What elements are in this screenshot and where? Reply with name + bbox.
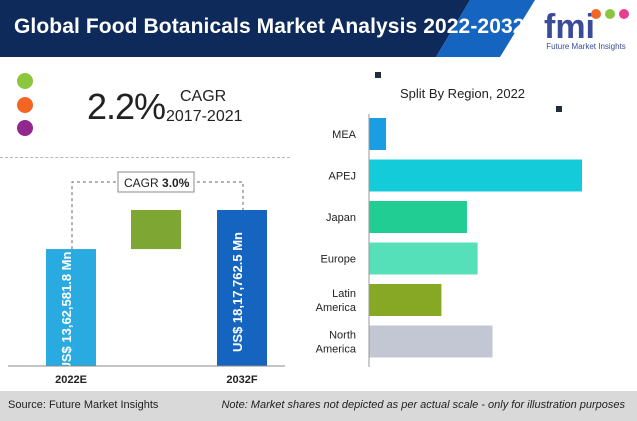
logo-dot-orange — [591, 9, 601, 19]
region-label: North America — [316, 330, 357, 356]
region-bar-japan — [369, 201, 467, 233]
cagr-callout-box — [117, 171, 195, 193]
legend-dot-green — [17, 73, 33, 89]
header-background — [0, 0, 535, 57]
header-dark-band — [0, 0, 470, 57]
section-divider — [0, 157, 290, 158]
cagr-label: CAGR — [180, 88, 227, 105]
logo-dot-pink — [619, 9, 629, 19]
region-bar-mea — [369, 118, 387, 150]
region-label: APEJ — [328, 171, 356, 183]
region-label: Japan — [326, 212, 356, 224]
logo-dot-green — [605, 9, 615, 19]
increment-block — [131, 210, 181, 250]
bar-value-label: US$ 18,17,762.5 Mn — [230, 232, 245, 352]
legend-dot-orange — [17, 97, 33, 113]
legend-dot-purple — [17, 120, 33, 136]
bar-value-label: US$ 13,62,581.8 Mn — [59, 251, 74, 371]
footer-source: Source: Future Market Insights — [8, 399, 159, 411]
region-bar-latin-america — [369, 284, 442, 316]
region-bar-north-america — [369, 325, 493, 358]
footer-bar: Source: Future Market Insights Note: Mar… — [0, 391, 637, 421]
page-title: Global Food Botanicals Market Analysis 2… — [14, 15, 525, 38]
market-bar-2032f — [217, 210, 267, 366]
region-split-chart: Split By Region, 2022 MEA APEJ Japan Europe L… — [316, 86, 582, 367]
logo-subtitle: Future Market Insights — [546, 42, 626, 51]
fmi-logo: fmi Future Market Insights — [538, 4, 634, 56]
header-accent-stripe — [436, 0, 535, 57]
market-size-chart: US$ 13,62,581.8 Mn 2022E US$ 18,17,762.5 M… — [8, 171, 285, 386]
logo-letters: fmi — [544, 8, 595, 44]
decor-square-1 — [375, 72, 381, 78]
region-chart-title: Split By Region, 2022 — [400, 86, 525, 101]
region-label: MEA — [332, 129, 357, 141]
decor-square-2 — [556, 106, 562, 112]
market-bar-2022e — [46, 249, 96, 366]
cagr-period: 2017-2021 — [166, 108, 243, 125]
category-label: 2032F — [226, 374, 257, 386]
region-bar-apej — [369, 159, 582, 192]
cagr-value: 2.2% — [87, 86, 166, 127]
region-label: Europe — [321, 254, 356, 266]
header-banner: Global Food Botanicals Market Analysis 2… — [0, 0, 637, 57]
category-label: 2022E — [55, 374, 87, 386]
region-bar-europe — [369, 242, 478, 275]
region-label: Latin America — [316, 288, 357, 314]
logo-graphic: fmi — [544, 8, 629, 46]
cagr-callout-text: CAGR 3.0% — [124, 176, 190, 190]
footer-note: Note: Market shares not depicted as per … — [221, 399, 625, 411]
